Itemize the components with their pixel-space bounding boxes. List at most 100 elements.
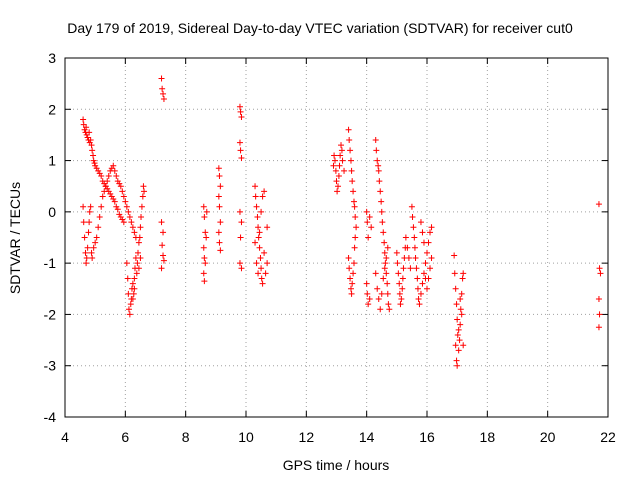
data-point [383,255,390,262]
y-tick-label: 3 [48,50,56,66]
data-point [347,147,354,154]
data-point [99,193,106,200]
data-point [111,167,118,174]
data-point [139,193,146,200]
data-point [200,203,207,210]
data-point [133,270,140,277]
data-point [596,265,603,272]
data-point [597,270,604,277]
data-point [90,244,97,251]
data-point [366,296,373,303]
data-point [238,219,245,226]
data-point [141,188,148,195]
data-point [215,193,222,200]
data-point [158,219,165,226]
data-point [333,178,340,185]
data-point [96,213,103,220]
data-point [217,247,224,254]
y-tick-label: -1 [44,255,57,271]
data-point [129,296,136,303]
data-point [125,306,132,313]
data-point [135,265,142,272]
data-point [350,260,357,267]
data-point [335,183,342,190]
data-point [216,203,223,210]
data-point [457,306,464,313]
data-point [374,157,381,164]
data-point [90,152,97,159]
data-point [351,244,358,251]
data-point [110,162,117,169]
y-tick-label: 2 [48,101,56,117]
data-point [252,183,259,190]
data-point [348,167,355,174]
data-point [353,224,360,231]
data-point [134,260,141,267]
data-point [347,157,354,164]
data-point [130,290,137,297]
data-point [137,224,144,231]
data-point [91,160,98,167]
data-point [88,142,95,149]
data-point [424,285,430,292]
data-point [160,229,167,236]
data-point [95,224,102,231]
data-point [256,244,263,251]
data-point [256,229,263,236]
data-point [363,208,370,215]
data-point [255,224,262,231]
data-point [455,326,462,333]
y-tick-label: -3 [44,358,57,374]
data-point [111,198,118,205]
x-tick-label: 4 [61,429,69,445]
data-point [135,249,142,256]
data-point [92,239,99,246]
x-tick-label: 14 [359,429,375,445]
data-point [117,183,124,190]
data-point [384,290,391,297]
data-point [120,193,127,200]
data-point [125,208,132,215]
data-point [254,213,261,220]
x-tick-label: 10 [238,429,254,445]
data-point [98,203,105,210]
data-point [215,229,222,236]
data-point [138,203,145,210]
data-point [160,252,167,259]
data-point [397,301,404,308]
data-point [202,229,209,236]
data-point [264,224,271,231]
data-point [338,147,345,154]
data-point [347,275,354,282]
data-point [398,296,405,303]
data-point [86,219,93,226]
data-point [83,124,90,131]
data-point [335,172,342,179]
data-point [114,206,121,213]
data-point [345,126,352,133]
data-point [128,219,135,226]
data-point [261,188,268,195]
data-point [122,198,129,205]
x-tick-label: 22 [600,429,616,445]
data-point [337,152,344,159]
data-point [368,224,375,231]
data-point [410,224,417,231]
data-point [457,321,464,328]
data-point [396,280,403,287]
data-point [376,178,383,185]
data-point [348,290,355,297]
data-point [140,183,147,190]
y-axis: 3 2 1 0 -1 -2 -3 -4 [44,50,608,425]
data-point [131,275,138,282]
data-point [80,116,87,123]
data-point [81,234,88,241]
data-point [93,234,100,241]
x-tick-label: 18 [480,429,496,445]
data-point [86,208,93,215]
data-point [595,324,602,331]
data-point [366,213,373,220]
data-point [425,275,432,282]
data-point [158,265,165,272]
